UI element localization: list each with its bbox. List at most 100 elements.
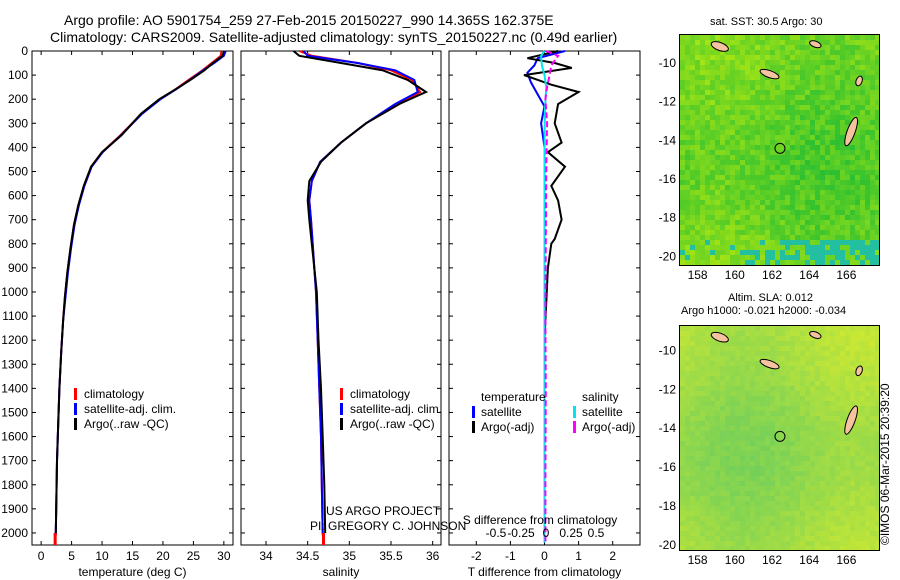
map-pixel	[845, 341, 850, 346]
map-pixel	[710, 170, 715, 175]
map-pixel	[770, 371, 775, 376]
map-pixel	[780, 416, 785, 421]
map-pixel	[735, 341, 740, 346]
map-pixel	[705, 501, 710, 506]
map-pixel	[870, 511, 875, 516]
map-pixel	[730, 95, 735, 100]
map-pixel	[760, 210, 765, 215]
map-pixel	[780, 245, 785, 250]
legend-label: satellite	[481, 405, 522, 419]
map-pixel	[695, 516, 700, 521]
map-pixel	[795, 456, 800, 461]
map-pixel	[740, 386, 745, 391]
map-pixel	[790, 506, 795, 511]
map-pixel	[860, 476, 865, 481]
map-pixel	[795, 230, 800, 235]
map-pixel	[750, 145, 755, 150]
map-pixel	[790, 501, 795, 506]
map-pixel	[780, 170, 785, 175]
map-pixel	[795, 446, 800, 451]
map-pixel	[840, 190, 845, 195]
axes-frame-salinity	[240, 50, 442, 546]
map-pixel	[845, 336, 850, 341]
map-pixel	[860, 361, 865, 366]
map-pixel	[740, 210, 745, 215]
map-pixel	[725, 501, 730, 506]
map-pixel	[750, 451, 755, 456]
map-pixel	[735, 326, 740, 331]
map-pixel	[730, 65, 735, 70]
map-pixel	[750, 85, 755, 90]
map-pixel	[860, 35, 865, 40]
map-pixel	[850, 180, 855, 185]
map-pixel	[750, 476, 755, 481]
map-pixel	[825, 210, 830, 215]
map-lat-label: -10	[659, 343, 677, 357]
map-pixel	[765, 461, 770, 466]
map-pixel	[830, 90, 835, 95]
map-pixel	[825, 185, 830, 190]
map-pixel	[785, 55, 790, 60]
map-pixel	[850, 70, 855, 75]
map-pixel	[855, 195, 860, 200]
map-pixel	[680, 536, 685, 541]
y-tick-label: 1300	[1, 357, 28, 371]
map-lat-label: -16	[659, 172, 677, 186]
map-pixel	[750, 135, 755, 140]
map-pixel	[790, 70, 795, 75]
map-pixel	[685, 220, 690, 225]
map-pixel	[855, 210, 860, 215]
map-pixel	[800, 45, 805, 50]
map-pixel	[875, 195, 879, 200]
map-pixel	[750, 486, 755, 491]
map-pixel	[875, 441, 879, 446]
x-tick-label: -1	[505, 549, 516, 563]
map-pixel	[810, 326, 815, 331]
map-pixel	[840, 215, 845, 220]
map-pixel	[695, 496, 700, 501]
map-pixel	[740, 50, 745, 55]
map-pixel	[870, 240, 875, 245]
map-pixel	[720, 125, 725, 130]
map-pixel	[870, 170, 875, 175]
map-pixel	[855, 155, 860, 160]
map-pixel	[805, 436, 810, 441]
map-pixel	[815, 481, 820, 486]
map-pixel	[810, 471, 815, 476]
map-pixel	[735, 185, 740, 190]
map-pixel	[825, 190, 830, 195]
map-pixel	[770, 130, 775, 135]
map-pixel	[710, 90, 715, 95]
map-pixel	[755, 80, 760, 85]
map-pixel	[690, 155, 695, 160]
map-pixel	[850, 35, 855, 40]
map-pixel	[860, 210, 865, 215]
map-pixel	[875, 65, 879, 70]
map-pixel	[850, 351, 855, 356]
map-pixel	[725, 376, 730, 381]
map-pixel	[785, 155, 790, 160]
map-pixel	[860, 346, 865, 351]
map-pixel	[780, 235, 785, 240]
map-pixel	[860, 90, 865, 95]
map-pixel	[715, 190, 720, 195]
map-pixel	[850, 65, 855, 70]
map-pixel	[710, 411, 715, 416]
map-pixel	[680, 55, 685, 60]
map-pixel	[865, 521, 870, 526]
map-pixel	[870, 205, 875, 210]
map-pixel	[835, 351, 840, 356]
map-pixel	[810, 170, 815, 175]
map-pixel	[855, 516, 860, 521]
map-pixel	[800, 431, 805, 436]
map-pixel	[715, 175, 720, 180]
map-pixel	[720, 506, 725, 511]
map-pixel	[840, 456, 845, 461]
map-pixel	[820, 260, 825, 265]
map-pixel	[870, 225, 875, 230]
map-pixel	[850, 205, 855, 210]
map-pixel	[815, 125, 820, 130]
map-pixel	[745, 446, 750, 451]
map-pixel	[680, 481, 685, 486]
map-pixel	[700, 155, 705, 160]
